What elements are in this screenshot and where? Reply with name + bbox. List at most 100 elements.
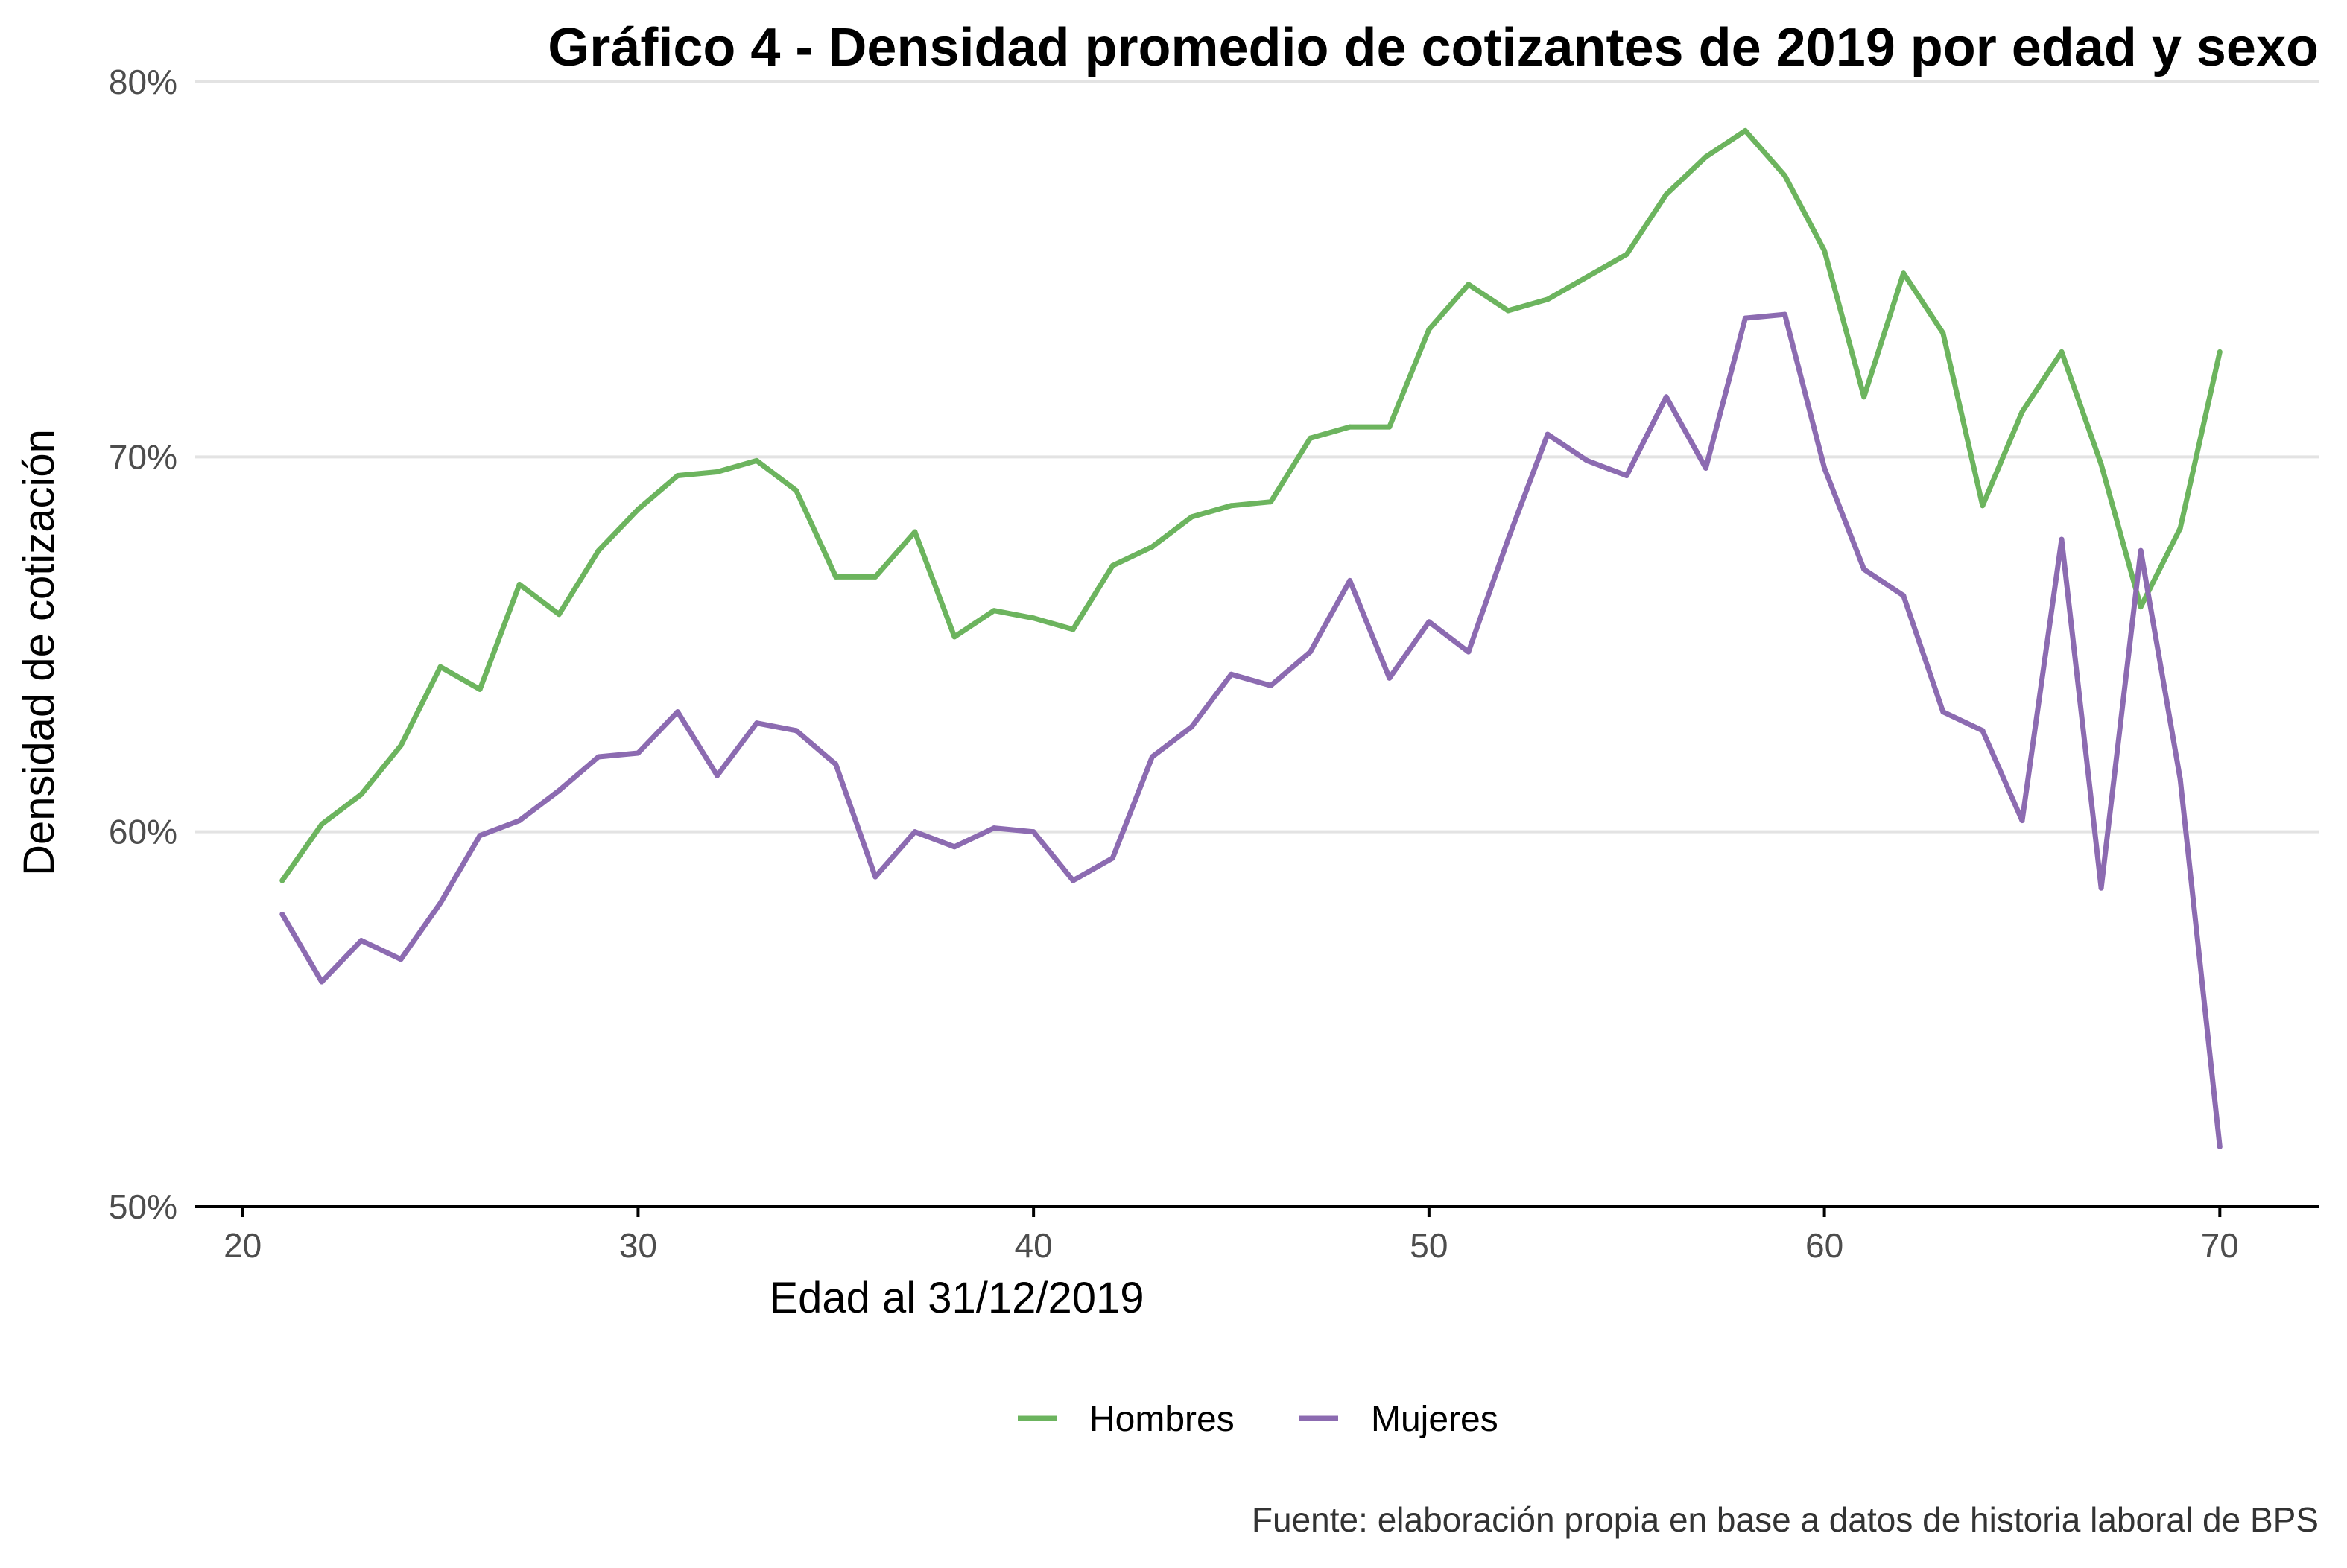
y-tick-label: 80%: [109, 63, 177, 101]
data-point-hombres: [477, 686, 483, 692]
data-point-mujeres: [872, 874, 878, 880]
x-tick-label: 20: [224, 1226, 262, 1265]
data-point-mujeres: [1229, 671, 1235, 677]
data-point-hombres: [674, 473, 680, 478]
data-point-hombres: [1782, 173, 1788, 179]
data-point-mujeres: [754, 720, 760, 726]
data-point-mujeres: [1308, 649, 1314, 655]
data-point-mujeres: [2059, 536, 2065, 542]
series-points-mujeres: [279, 311, 2223, 1149]
data-point-hombres: [794, 488, 799, 494]
data-point-mujeres: [912, 829, 918, 835]
data-point-mujeres: [674, 709, 680, 715]
data-point-hombres: [437, 664, 443, 670]
data-point-hombres: [1545, 296, 1551, 302]
data-point-hombres: [872, 574, 878, 580]
data-point-hombres: [1584, 274, 1590, 280]
x-axis-ticks: 20 30 40 50 60 70: [224, 1207, 2239, 1265]
data-point-hombres: [1426, 326, 1432, 332]
data-point-hombres: [2059, 349, 2065, 355]
data-point-mujeres: [1980, 728, 1986, 734]
data-point-hombres: [1663, 191, 1669, 197]
y-tick-label: 50%: [109, 1187, 177, 1226]
series-line-mujeres: [279, 311, 2223, 1147]
data-point-mujeres: [794, 728, 799, 734]
data-point-hombres: [1980, 503, 1986, 509]
data-point-mujeres: [1822, 465, 1828, 471]
data-point-mujeres: [1347, 577, 1353, 583]
data-point-hombres: [2098, 461, 2104, 467]
data-point-mujeres: [833, 761, 839, 767]
legend: Hombres Mujeres: [1018, 1400, 1498, 1439]
data-point-hombres: [1466, 282, 1472, 288]
data-point-hombres: [1742, 127, 1748, 133]
data-point-mujeres: [358, 938, 364, 944]
gridlines: [195, 80, 2319, 834]
data-point-mujeres: [1426, 619, 1432, 625]
data-point-mujeres: [2019, 818, 2025, 824]
data-point-mujeres: [1861, 566, 1867, 572]
data-point-hombres: [279, 877, 285, 883]
data-point-hombres: [1861, 394, 1867, 400]
data-point-hombres: [1188, 514, 1194, 520]
data-point-mujeres: [1387, 675, 1393, 681]
data-point-hombres: [2019, 409, 2025, 415]
data-point-mujeres: [715, 772, 720, 778]
data-point-mujeres: [1742, 315, 1748, 321]
data-point-mujeres: [516, 818, 522, 824]
series-points-hombres: [279, 127, 2223, 883]
data-point-hombres: [1822, 248, 1828, 253]
data-point-mujeres: [991, 825, 997, 831]
chart-caption: Fuente: elaboración propia en base a dat…: [1252, 1500, 2319, 1539]
series-line-hombres: [279, 127, 2223, 883]
data-point-mujeres: [1663, 394, 1669, 400]
data-point-hombres: [1149, 544, 1155, 550]
data-point-mujeres: [951, 844, 957, 850]
data-point-mujeres: [556, 787, 562, 793]
data-point-mujeres: [1782, 311, 1788, 317]
data-point-hombres: [1347, 424, 1353, 430]
data-point-hombres: [635, 507, 641, 512]
data-point-mujeres: [1268, 682, 1274, 688]
x-tick-label: 40: [1015, 1226, 1053, 1265]
data-point-hombres: [358, 791, 364, 797]
x-axis-title: Edad al 31/12/2019: [769, 1274, 1144, 1322]
data-point-hombres: [1268, 499, 1274, 505]
data-point-hombres: [2177, 525, 2183, 531]
x-tick-label: 50: [1410, 1226, 1448, 1265]
data-point-mujeres: [1703, 465, 1708, 471]
y-tick-label: 60%: [109, 813, 177, 851]
data-point-mujeres: [1901, 593, 1907, 599]
data-point-hombres: [951, 634, 957, 640]
data-point-mujeres: [1030, 829, 1036, 835]
y-axis-title: Densidad de cotización: [15, 429, 63, 876]
y-axis-ticks: 50% 60% 70% 80%: [109, 63, 177, 1226]
data-point-hombres: [2138, 604, 2144, 610]
data-point-hombres: [1624, 252, 1629, 258]
data-point-mujeres: [477, 833, 483, 839]
data-point-mujeres: [2138, 547, 2144, 553]
data-point-hombres: [1940, 330, 1946, 336]
data-point-hombres: [516, 581, 522, 587]
data-point-hombres: [1030, 615, 1036, 621]
data-point-mujeres: [1109, 855, 1115, 861]
data-point-hombres: [595, 547, 601, 553]
series-lines: [279, 127, 2223, 1149]
data-point-mujeres: [398, 956, 404, 962]
data-point-mujeres: [595, 754, 601, 760]
data-point-mujeres: [1149, 754, 1155, 760]
data-point-mujeres: [1505, 536, 1511, 542]
data-point-hombres: [1387, 424, 1393, 430]
data-point-hombres: [1505, 308, 1511, 314]
data-point-hombres: [1109, 562, 1115, 568]
data-point-hombres: [833, 574, 839, 580]
legend-label-hombres: Hombres: [1089, 1400, 1235, 1439]
data-point-mujeres: [1070, 877, 1076, 883]
data-point-mujeres: [2217, 1143, 2223, 1149]
data-point-hombres: [912, 529, 918, 535]
data-point-mujeres: [1940, 709, 1946, 715]
data-point-mujeres: [319, 979, 325, 985]
data-point-hombres: [319, 822, 325, 828]
data-point-hombres: [2217, 349, 2223, 355]
